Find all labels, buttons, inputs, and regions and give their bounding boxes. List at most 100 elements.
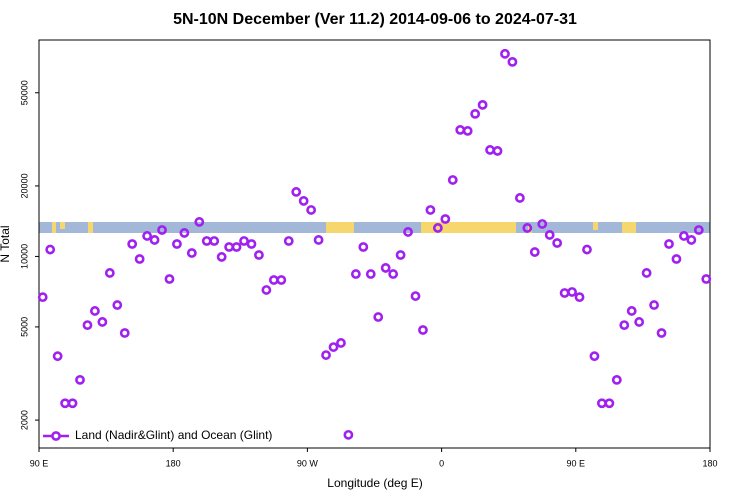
point <box>164 274 175 284</box>
point <box>52 351 63 362</box>
chart-title: 5N-10N December (Ver 11.2) 2014-09-06 to… <box>173 11 577 28</box>
point <box>686 235 697 245</box>
x-tick-label: 90 W <box>297 458 319 468</box>
legend-marker <box>51 431 61 441</box>
point <box>358 242 369 252</box>
point <box>306 205 317 215</box>
x-tick-label: 90 E <box>30 458 49 468</box>
point <box>194 217 205 227</box>
x-tick-label: 90 E <box>567 458 586 468</box>
point <box>619 320 630 330</box>
point <box>134 254 145 264</box>
point <box>328 342 339 352</box>
point <box>97 317 108 327</box>
point <box>447 175 458 185</box>
point <box>313 235 324 245</box>
point <box>104 268 115 278</box>
point <box>283 236 294 246</box>
point <box>365 269 376 279</box>
point <box>90 306 100 316</box>
point <box>425 205 436 215</box>
land-patch <box>622 222 636 233</box>
point <box>477 99 488 110</box>
point <box>604 398 615 409</box>
point <box>552 238 563 248</box>
point <box>403 227 413 237</box>
point <box>656 328 667 338</box>
point <box>582 244 592 255</box>
land-patch <box>88 222 93 233</box>
point <box>395 250 406 260</box>
point <box>149 235 160 245</box>
point <box>119 328 130 338</box>
point <box>82 320 93 330</box>
point <box>410 291 421 301</box>
point <box>514 193 525 203</box>
y-tick-label: 2000 <box>19 410 29 430</box>
point <box>336 338 346 348</box>
point <box>172 239 182 249</box>
point <box>380 263 391 273</box>
x-tick-label: 180 <box>166 458 181 468</box>
point <box>522 223 533 233</box>
point <box>574 292 585 303</box>
point <box>567 287 577 297</box>
point <box>45 244 56 255</box>
y-tick-label: 20000 <box>19 173 29 198</box>
point <box>37 292 48 303</box>
point <box>671 254 682 264</box>
point <box>261 285 272 295</box>
point <box>142 231 153 241</box>
point <box>75 374 85 385</box>
point <box>432 223 443 233</box>
point <box>701 274 712 284</box>
point <box>537 219 548 229</box>
point <box>231 242 242 252</box>
point <box>626 306 637 316</box>
legend-label: Land (Nadir&Glint) and Ocean (Glint) <box>75 428 272 442</box>
point <box>321 350 331 360</box>
point <box>186 248 197 258</box>
point <box>544 230 555 240</box>
point <box>679 231 689 241</box>
point <box>67 398 78 409</box>
point <box>216 252 227 262</box>
point <box>127 239 138 249</box>
point <box>373 312 384 322</box>
point <box>529 247 540 257</box>
point <box>276 275 287 285</box>
point <box>664 239 674 249</box>
point <box>634 317 645 327</box>
point <box>693 225 704 235</box>
point <box>649 300 659 310</box>
map-strip <box>39 222 710 233</box>
point <box>418 325 428 335</box>
point <box>589 351 600 362</box>
point <box>462 126 473 136</box>
point <box>298 196 309 206</box>
point <box>291 187 302 197</box>
point <box>350 269 361 279</box>
point <box>611 374 622 385</box>
land-patch <box>593 222 598 230</box>
x-axis-label: Longitude (deg E) <box>327 476 422 490</box>
point <box>470 108 481 119</box>
land-patch <box>421 222 516 233</box>
point <box>492 146 503 156</box>
point <box>246 239 257 249</box>
point <box>254 250 264 260</box>
y-tick-label: 10000 <box>19 244 29 269</box>
point <box>157 225 167 235</box>
land-patch <box>60 222 65 229</box>
plot-frame <box>38 39 711 449</box>
land-patch <box>326 222 354 233</box>
point <box>440 214 451 224</box>
y-axis-label: N Total <box>0 225 12 262</box>
y-tick-label: 5000 <box>19 317 29 337</box>
point <box>507 56 518 67</box>
y-tick-label: 50000 <box>19 80 29 105</box>
point <box>179 228 190 238</box>
